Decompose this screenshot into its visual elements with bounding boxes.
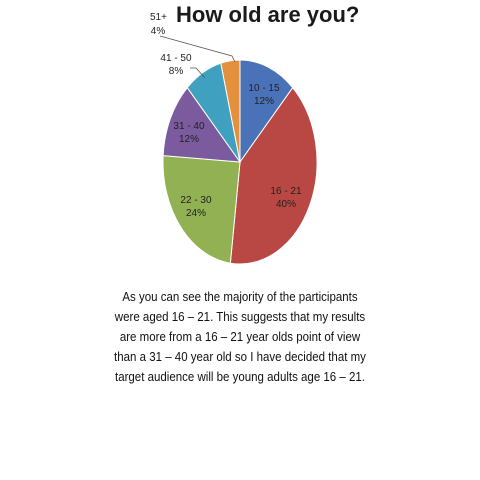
- title-prefix-label: 51+: [150, 12, 167, 23]
- slice-percent-label: 12%: [179, 134, 199, 145]
- slice-percent-label: 40%: [276, 199, 296, 210]
- slice-label: 10 - 15: [248, 83, 280, 94]
- leader-line: [159, 35, 236, 63]
- slice-percent-label: 12%: [254, 96, 274, 107]
- slice-percent-label: 8%: [169, 66, 184, 77]
- pie-slice-51: [220, 59, 241, 163]
- chart-title: How old are you?: [176, 2, 359, 27]
- slice-label: 31 - 40: [173, 121, 205, 132]
- description-text: As you can see the majority of the parti…: [114, 290, 366, 384]
- leader-line: [190, 67, 206, 79]
- pie-slice-10-15: [239, 59, 294, 164]
- pie-slice-31-40: [162, 86, 242, 163]
- pie-chart: 51+ How old are you? 10 - 15 12% 16 - 21 40…: [150, 2, 359, 265]
- pie-slice-22-30: [162, 155, 241, 264]
- slice-label: 22 - 30: [180, 195, 212, 206]
- slice-percent-label: 4%: [151, 26, 166, 37]
- slice-label: 16 - 21: [270, 186, 302, 197]
- slice-label: 41 - 50: [160, 53, 192, 64]
- pie-slice-16-21: [229, 86, 318, 265]
- slice-percent-label: 24%: [186, 208, 206, 219]
